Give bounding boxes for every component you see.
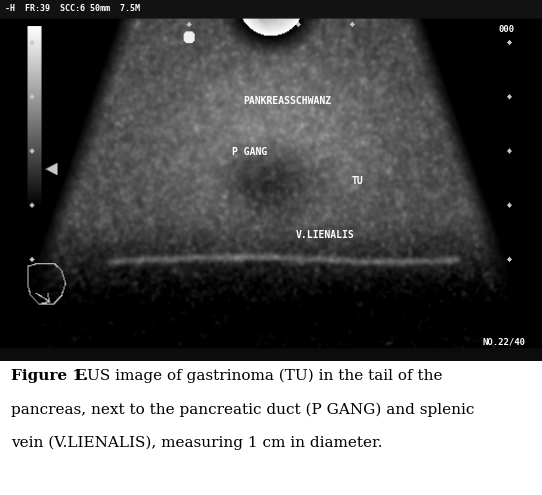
Text: 000: 000 (499, 25, 515, 34)
Text: PANKREASSCHWANZ: PANKREASSCHWANZ (243, 96, 331, 106)
Text: TU: TU (352, 176, 364, 186)
Text: V.LIENALIS: V.LIENALIS (296, 230, 354, 240)
Text: pancreas, next to the pancreatic duct (P GANG) and splenic: pancreas, next to the pancreatic duct (P… (11, 402, 474, 417)
Text: Figure 1.: Figure 1. (11, 369, 88, 383)
Text: EUS image of gastrinoma (TU) in the tail of the: EUS image of gastrinoma (TU) in the tail… (70, 369, 442, 383)
Text: vein (V.LIENALIS), measuring 1 cm in diameter.: vein (V.LIENALIS), measuring 1 cm in dia… (11, 436, 382, 450)
Text: P GANG: P GANG (231, 147, 267, 157)
Text: -H  FR:39  SCC:6 50mm  7.5M: -H FR:39 SCC:6 50mm 7.5M (5, 3, 140, 12)
Text: NO.22/40: NO.22/40 (483, 338, 526, 347)
